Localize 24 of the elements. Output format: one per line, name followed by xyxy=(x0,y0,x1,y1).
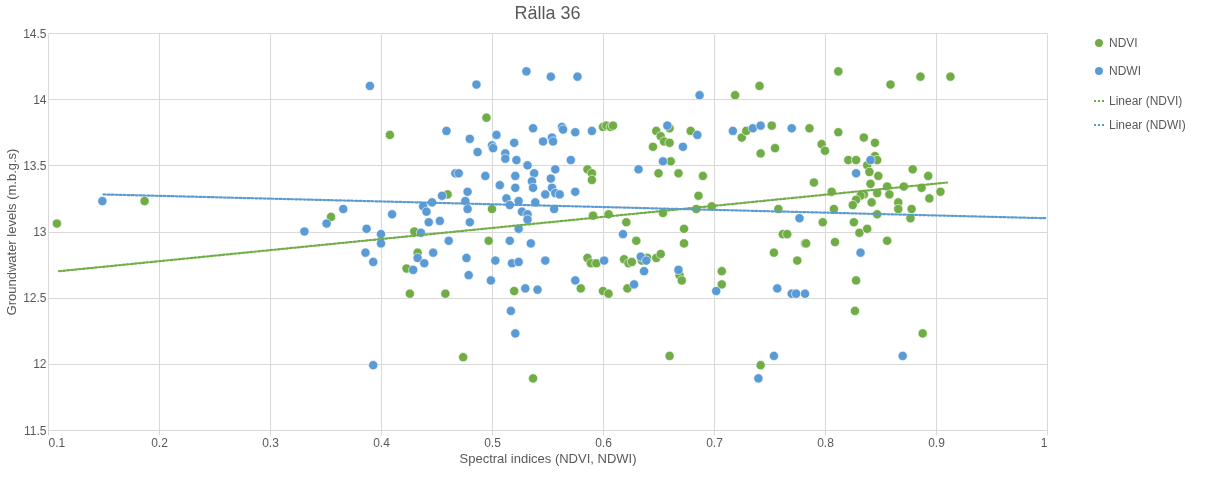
x-tick-label: 0.2 xyxy=(151,435,169,450)
x-tick-label: 1 xyxy=(1040,435,1048,450)
legend-label: NDVI xyxy=(1109,36,1138,50)
x-tick-label: 0.7 xyxy=(706,435,724,450)
legend-label: Linear (NDWI) xyxy=(1109,118,1186,132)
x-tick-label: 0.4 xyxy=(373,435,391,450)
x-tick-label: 0.5 xyxy=(484,435,502,450)
y-tick-label: 11.5 xyxy=(24,423,47,438)
x-tick-label: 0.9 xyxy=(928,435,946,450)
y-axis-title: Groundwater levels (m.b.g.s) xyxy=(4,148,20,316)
y-tick-label: 13.5 xyxy=(23,158,47,173)
y-tick-label: 13 xyxy=(33,225,47,239)
y-tick-label: 12 xyxy=(33,357,47,372)
y-tick-label: 12.5 xyxy=(23,291,47,306)
x-tick-label: 0.8 xyxy=(817,435,835,450)
chart-title: Rälla 36 xyxy=(514,3,581,23)
x-tick-label: 0.6 xyxy=(595,435,613,450)
y-tick-label: 14.5 xyxy=(23,26,47,41)
legend-label: NDWI xyxy=(1109,64,1141,78)
x-axis-title: Spectral indices (NDVI, NDWI) xyxy=(459,450,637,466)
legend-label: Linear (NDVI) xyxy=(1109,94,1183,108)
x-tick-label: 0.3 xyxy=(262,435,280,450)
x-tick-label: 0.1 xyxy=(48,435,66,450)
y-tick-label: 14 xyxy=(33,92,47,107)
